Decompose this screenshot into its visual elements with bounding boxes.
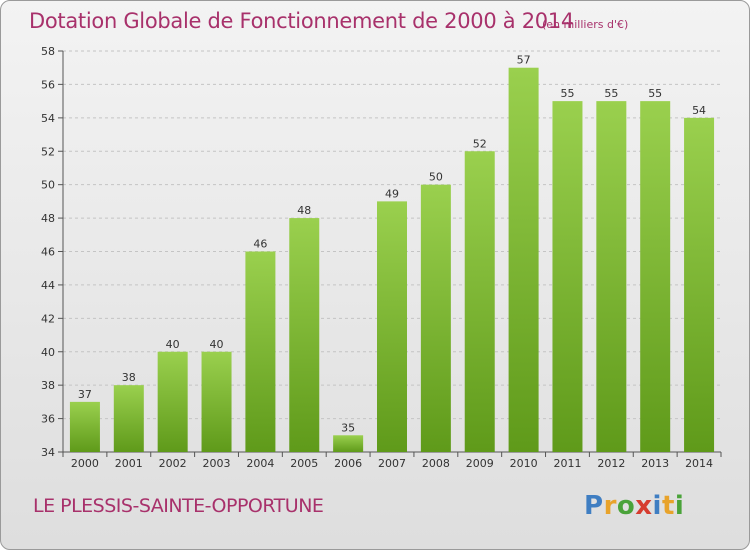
logo-letter: P — [584, 491, 604, 521]
y-tick-label: 38 — [41, 379, 55, 392]
bar-2002 — [157, 351, 188, 452]
y-tick-label: 58 — [41, 45, 55, 58]
logo-letter: i — [674, 491, 685, 521]
x-tick-label-2005: 2005 — [290, 457, 318, 470]
y-tick-label: 46 — [41, 246, 55, 259]
bar-2014 — [684, 117, 715, 452]
bar-2006 — [333, 435, 364, 452]
value-label-2001: 38 — [122, 371, 136, 384]
value-label-2004: 46 — [253, 238, 267, 251]
value-label-2011: 55 — [560, 87, 574, 100]
logo-letter: o — [616, 491, 636, 521]
value-label-2014: 54 — [692, 104, 706, 117]
bar-2004 — [245, 251, 276, 452]
proxiti-logo: Proxiti — [584, 491, 684, 521]
x-tick-label-2003: 2003 — [203, 457, 231, 470]
value-label-2008: 50 — [429, 171, 443, 184]
logo-letter: r — [603, 491, 617, 521]
bar-2001 — [113, 385, 144, 452]
value-label-2010: 57 — [517, 54, 531, 67]
value-label-2007: 49 — [385, 187, 399, 200]
bar-2010 — [508, 67, 539, 452]
y-tick-label: 52 — [41, 145, 55, 158]
labels: 34 36 38 40 42 44 46 48 50 52 54 56 58 37 2000 38 2001 40… — [41, 45, 713, 470]
bar-2012 — [596, 101, 627, 452]
x-tick-label-2010: 2010 — [510, 457, 538, 470]
chart-title: Dotation Globale de Fonctionnement de 20… — [29, 9, 574, 33]
y-tick-label: 48 — [41, 212, 55, 225]
value-label-2002: 40 — [166, 338, 180, 351]
bar-2000 — [69, 401, 100, 452]
x-tick-label-2013: 2013 — [641, 457, 669, 470]
x-tick-label-2012: 2012 — [597, 457, 625, 470]
x-tick-label-2014: 2014 — [685, 457, 713, 470]
y-tick-label: 44 — [41, 279, 55, 292]
value-label-2012: 55 — [604, 87, 618, 100]
y-tick-label: 42 — [41, 312, 55, 325]
logo-letter: x — [635, 491, 653, 521]
value-label-2009: 52 — [473, 137, 487, 150]
x-tick-label-2006: 2006 — [334, 457, 362, 470]
bar-2005 — [289, 218, 320, 452]
bar-2007 — [377, 201, 407, 452]
logo-letter: t — [661, 491, 675, 521]
bar-2003 — [201, 351, 232, 452]
x-tick-label-2008: 2008 — [422, 457, 450, 470]
x-tick-label-2007: 2007 — [378, 457, 406, 470]
bars — [69, 67, 715, 452]
x-tick-label-2011: 2011 — [553, 457, 581, 470]
y-tick-label: 54 — [41, 112, 55, 125]
y-tick-label: 56 — [41, 78, 55, 91]
bar-2013 — [640, 101, 671, 452]
x-tick-label-2002: 2002 — [159, 457, 187, 470]
logo-letter: i — [652, 491, 662, 521]
y-tick-label: 40 — [41, 346, 55, 359]
y-tick-label: 36 — [41, 413, 55, 426]
x-tick-label-2000: 2000 — [71, 457, 99, 470]
bar-2008 — [420, 184, 451, 452]
value-label-2000: 37 — [78, 388, 92, 401]
y-tick-label: 50 — [41, 179, 55, 192]
chart-unit: (en milliers d'€) — [542, 18, 629, 31]
value-label-2003: 40 — [210, 338, 224, 351]
commune-name: LE PLESSIS-SAINTE-OPPORTUNE — [33, 495, 324, 517]
x-tick-label-2001: 2001 — [115, 457, 143, 470]
value-label-2006: 35 — [341, 421, 355, 434]
bar-2011 — [552, 101, 583, 452]
y-tick-label: 34 — [41, 446, 55, 459]
bar-2009 — [464, 151, 495, 452]
x-tick-label-2009: 2009 — [466, 457, 494, 470]
value-label-2005: 48 — [297, 204, 311, 217]
x-tick-label-2004: 2004 — [246, 457, 274, 470]
value-label-2013: 55 — [648, 87, 662, 100]
